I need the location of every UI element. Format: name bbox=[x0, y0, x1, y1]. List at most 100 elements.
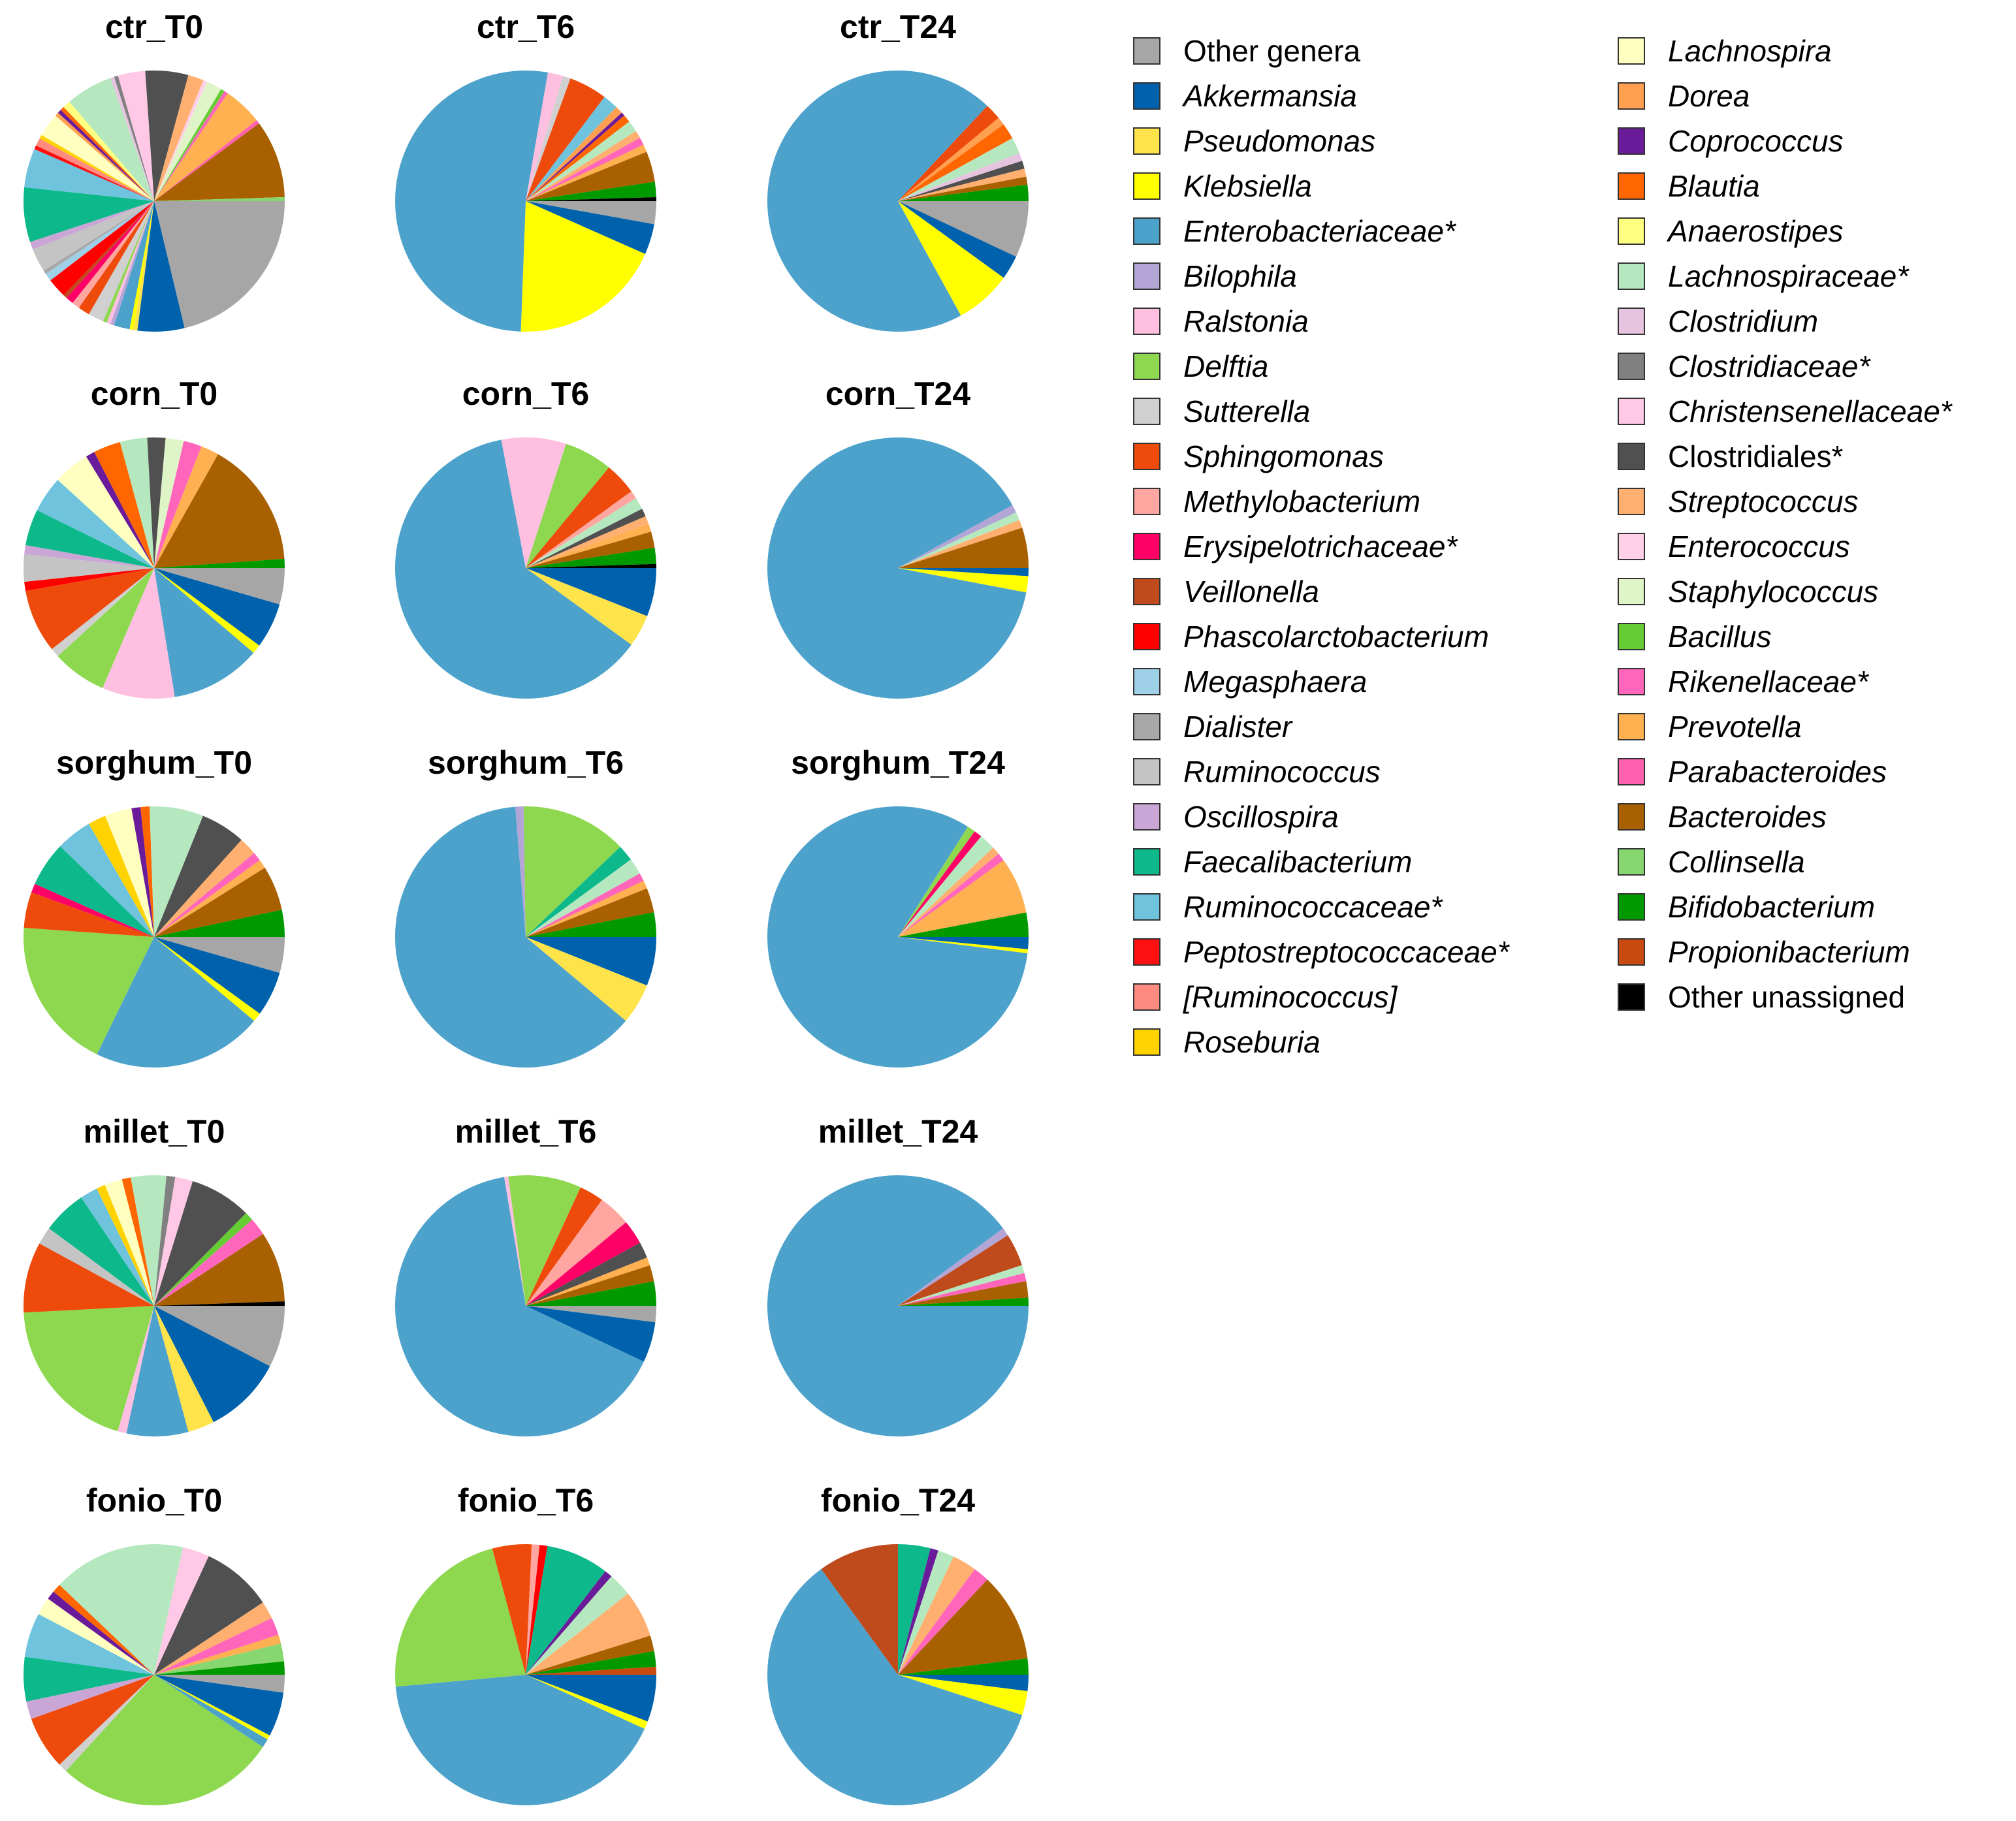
pie-slice-bacteroides bbox=[154, 123, 285, 201]
pie-slice-streptococcus bbox=[526, 516, 649, 568]
legend-swatch bbox=[1133, 82, 1160, 110]
pie-slice-methylobacterium bbox=[526, 1544, 540, 1675]
pie-slice-akkermansia bbox=[154, 937, 280, 1014]
legend-swatch bbox=[1133, 848, 1160, 876]
legend-label: [Ruminococcus] bbox=[1183, 980, 1398, 1014]
pie-slice-akkermansia bbox=[526, 201, 654, 254]
legend-swatch bbox=[1618, 262, 1645, 290]
legend-item-erysipelotrichaceae: Erysipelotrichaceae* bbox=[1133, 530, 1458, 563]
pie-slice-ralstonia bbox=[504, 1176, 526, 1306]
pie-slice-prevotella bbox=[526, 524, 652, 568]
legend-swatch bbox=[1133, 308, 1160, 335]
legend-swatch bbox=[1133, 353, 1160, 380]
legend-item-megasphaera: Megasphaera bbox=[1133, 665, 1367, 699]
pie-ctr-t6: ctr_T6 bbox=[395, 8, 656, 332]
legend-item-bacillus: Bacillus bbox=[1618, 620, 1772, 654]
pie-title: millet_T24 bbox=[818, 1113, 978, 1150]
legend-label: Bacteroides bbox=[1668, 800, 1827, 834]
legend-swatch bbox=[1133, 713, 1160, 740]
legend-swatch bbox=[1618, 82, 1645, 110]
pie-slice-bacteroides bbox=[526, 1265, 654, 1306]
pie-slice-faecalibacterium bbox=[898, 1544, 931, 1675]
pie-slice-other-genera bbox=[154, 568, 285, 605]
legend-label: Dorea bbox=[1668, 79, 1750, 113]
pie-title: ctr_T6 bbox=[477, 8, 575, 45]
legend-label: Methylobacterium bbox=[1183, 484, 1420, 518]
pie-slice-blautia bbox=[53, 1585, 154, 1675]
legend-swatch bbox=[1618, 983, 1645, 1011]
pie-title: millet_T6 bbox=[455, 1113, 597, 1150]
pie-slice-sphingomonas bbox=[526, 1187, 602, 1306]
pie-slice-prevotella bbox=[526, 881, 647, 937]
pie-slice-roseburia bbox=[97, 1184, 154, 1306]
pie-slice-enterobacteriaceae bbox=[395, 70, 549, 332]
pie-slice-sphingomonas bbox=[31, 1675, 154, 1765]
pie-slice-other-unassigned bbox=[526, 197, 656, 201]
legend-item-lachnospiraceae: Lachnospiraceae* bbox=[1618, 259, 1910, 293]
pie-slice-blautia bbox=[94, 441, 154, 568]
legend-swatch bbox=[1133, 893, 1160, 921]
legend-item-akkermansia: Akkermansia bbox=[1133, 79, 1357, 113]
legend-label: Parabacteroides bbox=[1668, 755, 1887, 789]
pie-slice-streptococcus bbox=[898, 847, 999, 937]
legend-swatch bbox=[1133, 37, 1160, 65]
pie-millet-t0: millet_T0 bbox=[24, 1113, 285, 1436]
pie-slice-dorea bbox=[55, 112, 154, 201]
legend-label: Clostridiales* bbox=[1668, 439, 1844, 473]
pie-slice-lachnospiraceae bbox=[526, 498, 643, 568]
legend-item-peptostreptococcaceae: Peptostreptococcaceae* bbox=[1133, 935, 1511, 969]
pie-slice-rikenellaceae bbox=[154, 1618, 279, 1675]
pie-slice-enterobacteriaceae bbox=[395, 439, 632, 699]
legend-item-coprococcus: Coprococcus bbox=[1618, 124, 1843, 158]
legend-item-bacteroides: Bacteroides bbox=[1618, 800, 1827, 834]
pie-slice-rikenellaceae bbox=[898, 853, 1004, 937]
pie-title: sorghum_T6 bbox=[428, 744, 624, 781]
pie-slice-pseudomonas bbox=[154, 1306, 214, 1432]
pie-slice-bacteroides bbox=[898, 528, 1029, 568]
pie-slice-coprococcus bbox=[526, 1571, 612, 1675]
pie-slice-staphylococcus bbox=[154, 437, 184, 568]
legend-label: Anaerostipes bbox=[1666, 214, 1844, 248]
pie-slice-bacteroides bbox=[526, 1635, 654, 1675]
legend-swatch bbox=[1618, 217, 1645, 245]
pie-slice-sphingomonas bbox=[24, 1243, 154, 1313]
pie-slice-sphingomonas bbox=[78, 201, 154, 315]
legend-item-delftia: Delftia bbox=[1133, 349, 1268, 383]
pie-slice-blautia bbox=[121, 1177, 154, 1306]
pie-slice-lachnospira bbox=[57, 456, 154, 568]
legend-item-clostridiales: Clostridiales* bbox=[1618, 439, 1844, 473]
pie-slice-bifidobacterium bbox=[898, 912, 1029, 937]
pie-slice-oscillospira bbox=[26, 1675, 154, 1719]
pie-slice-bifidobacterium bbox=[526, 912, 656, 937]
pie-slice-klebsiella bbox=[154, 568, 259, 653]
pie-slice-blautia bbox=[898, 124, 1013, 201]
pie-slice-klebsiella bbox=[154, 1675, 270, 1739]
legend-label: Coprococcus bbox=[1668, 124, 1843, 158]
pie-slice-dorea bbox=[898, 118, 1004, 201]
pie-slice-parabacteroides bbox=[154, 120, 259, 201]
legend-swatch bbox=[1133, 983, 1160, 1011]
pie-slice-peptostreptococcaceae bbox=[34, 145, 155, 201]
pie-slice-delftia bbox=[523, 806, 620, 937]
pie-slice-prevotella bbox=[154, 1634, 281, 1675]
legend-label: Dialister bbox=[1183, 710, 1293, 744]
pie-slice-klebsiella bbox=[898, 1675, 1028, 1715]
legend-label: Lachnospira bbox=[1668, 34, 1832, 68]
pie-sorghum-t0: sorghum_T0 bbox=[24, 744, 285, 1068]
pie-slice-clostridiaceae bbox=[114, 75, 154, 201]
legend-swatch bbox=[1133, 938, 1160, 966]
legend-swatch bbox=[1133, 1028, 1160, 1056]
pie-slice-sphingomonas bbox=[526, 78, 605, 202]
pie-slice-lachnospiraceae bbox=[150, 806, 203, 937]
legend-label: Phascolarctobacterium bbox=[1183, 620, 1489, 654]
legend-label: Faecalibacterium bbox=[1183, 845, 1412, 879]
legend-swatch bbox=[1133, 758, 1160, 785]
pie-slice-enterobacteriaceae bbox=[395, 806, 626, 1068]
pie-slice-staphylococcus bbox=[154, 82, 221, 201]
legend-item-prevotella: Prevotella bbox=[1618, 710, 1802, 744]
pie-slice-dorea bbox=[526, 106, 622, 201]
pie-slice-lachnospiraceae bbox=[898, 836, 993, 937]
pie-slice-christensenellaceae bbox=[154, 1547, 209, 1675]
pie-slice-ruminococcaceae bbox=[37, 479, 154, 568]
pie-slice-clostridium bbox=[898, 153, 1023, 201]
